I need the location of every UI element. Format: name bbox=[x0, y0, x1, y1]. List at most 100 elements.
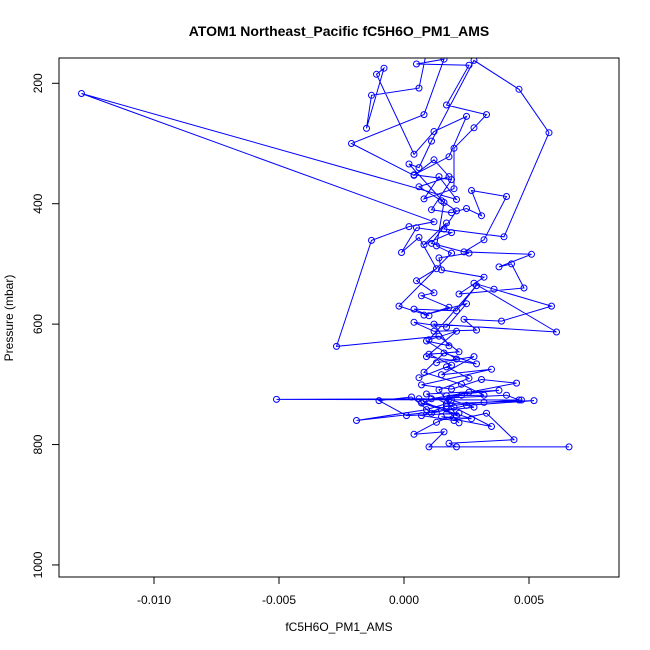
data-point bbox=[450, 185, 458, 193]
data-point bbox=[78, 90, 85, 97]
data-point bbox=[413, 277, 420, 285]
data-point bbox=[435, 386, 443, 394]
data-point bbox=[478, 376, 485, 383]
y-tick-label: 400 bbox=[31, 193, 45, 213]
data-point bbox=[500, 233, 508, 241]
data-point bbox=[440, 199, 448, 206]
data-point bbox=[488, 423, 495, 430]
x-axis-label: fC5H6O_PM1_AMS bbox=[285, 620, 392, 634]
data-point bbox=[458, 380, 465, 388]
data-point bbox=[425, 336, 433, 344]
data-point bbox=[273, 395, 280, 403]
data-point bbox=[430, 320, 438, 328]
data-point bbox=[428, 409, 435, 417]
data-point bbox=[455, 419, 463, 427]
plot-area bbox=[78, 58, 573, 451]
data-point bbox=[503, 193, 510, 200]
data-point bbox=[463, 401, 470, 409]
data-point bbox=[430, 156, 438, 164]
data-point bbox=[450, 403, 458, 411]
data-point bbox=[510, 436, 518, 444]
data-point bbox=[363, 124, 370, 132]
data-point bbox=[405, 223, 413, 231]
chart-title: ATOM1 Northeast_Pacific fC5H6O_PM1_AMS bbox=[189, 23, 490, 39]
data-point bbox=[410, 430, 418, 438]
data-point bbox=[420, 195, 428, 203]
data-point bbox=[530, 397, 538, 405]
data-point bbox=[445, 173, 453, 181]
data-point bbox=[435, 332, 443, 340]
data-point bbox=[455, 348, 463, 356]
data-point bbox=[410, 305, 418, 313]
data-point bbox=[513, 379, 520, 387]
data-point bbox=[468, 415, 475, 423]
data-point bbox=[425, 312, 433, 320]
data-point bbox=[495, 263, 503, 271]
data-point bbox=[430, 289, 438, 297]
data-point bbox=[438, 266, 445, 274]
data-point bbox=[458, 391, 465, 399]
y-axis-label: Pressure (mbar) bbox=[2, 275, 16, 362]
data-point bbox=[460, 248, 468, 256]
data-point bbox=[518, 396, 525, 404]
data-point bbox=[480, 236, 488, 244]
data-point bbox=[448, 385, 455, 393]
data-point bbox=[448, 249, 455, 257]
data-point bbox=[443, 323, 450, 331]
plot-frame bbox=[58, 57, 620, 578]
data-point bbox=[453, 355, 460, 363]
x-axis: -0.010 -0.005 0.000 0.005 bbox=[137, 577, 544, 607]
data-point bbox=[463, 300, 470, 308]
data-point bbox=[453, 327, 460, 335]
data-point bbox=[465, 61, 473, 69]
data-point bbox=[415, 374, 423, 382]
data-point bbox=[438, 413, 445, 421]
data-point bbox=[470, 58, 478, 64]
data-point bbox=[430, 218, 438, 226]
data-point bbox=[565, 443, 573, 451]
data-point bbox=[470, 124, 478, 132]
data-point bbox=[415, 84, 423, 92]
data-point bbox=[503, 391, 510, 399]
data-point bbox=[423, 406, 430, 414]
data-point bbox=[413, 60, 420, 68]
data-point bbox=[488, 365, 495, 373]
data-point bbox=[428, 206, 435, 214]
y-tick-label: 1000 bbox=[31, 551, 45, 578]
data-point bbox=[445, 153, 453, 161]
data-point bbox=[418, 412, 425, 420]
data-point bbox=[443, 101, 450, 109]
data-point bbox=[553, 328, 560, 336]
data-point bbox=[403, 412, 410, 420]
data-point bbox=[480, 273, 488, 281]
data-point bbox=[473, 282, 480, 290]
data-point bbox=[443, 405, 450, 413]
data-point bbox=[413, 224, 420, 232]
data-point bbox=[465, 388, 473, 396]
data-point bbox=[433, 265, 440, 273]
data-point bbox=[420, 111, 428, 119]
data-point bbox=[375, 397, 383, 405]
y-axis: 200 400 600 800 1000 bbox=[31, 73, 59, 578]
data-point bbox=[430, 327, 438, 335]
data-point bbox=[463, 112, 470, 120]
data-point bbox=[410, 318, 418, 326]
data-point bbox=[483, 409, 490, 417]
data-point bbox=[490, 285, 498, 293]
data-point bbox=[415, 183, 423, 191]
data-point bbox=[450, 144, 458, 152]
data-point bbox=[453, 412, 460, 420]
data-point bbox=[430, 128, 438, 135]
data-point bbox=[443, 402, 450, 410]
data-point bbox=[433, 418, 440, 426]
data-point bbox=[508, 260, 515, 268]
data-point bbox=[528, 250, 535, 258]
data-point bbox=[460, 315, 468, 323]
data-point bbox=[445, 439, 453, 447]
data-point bbox=[415, 164, 423, 172]
data-point bbox=[428, 137, 435, 145]
data-point bbox=[478, 212, 485, 220]
data-point bbox=[453, 307, 460, 315]
